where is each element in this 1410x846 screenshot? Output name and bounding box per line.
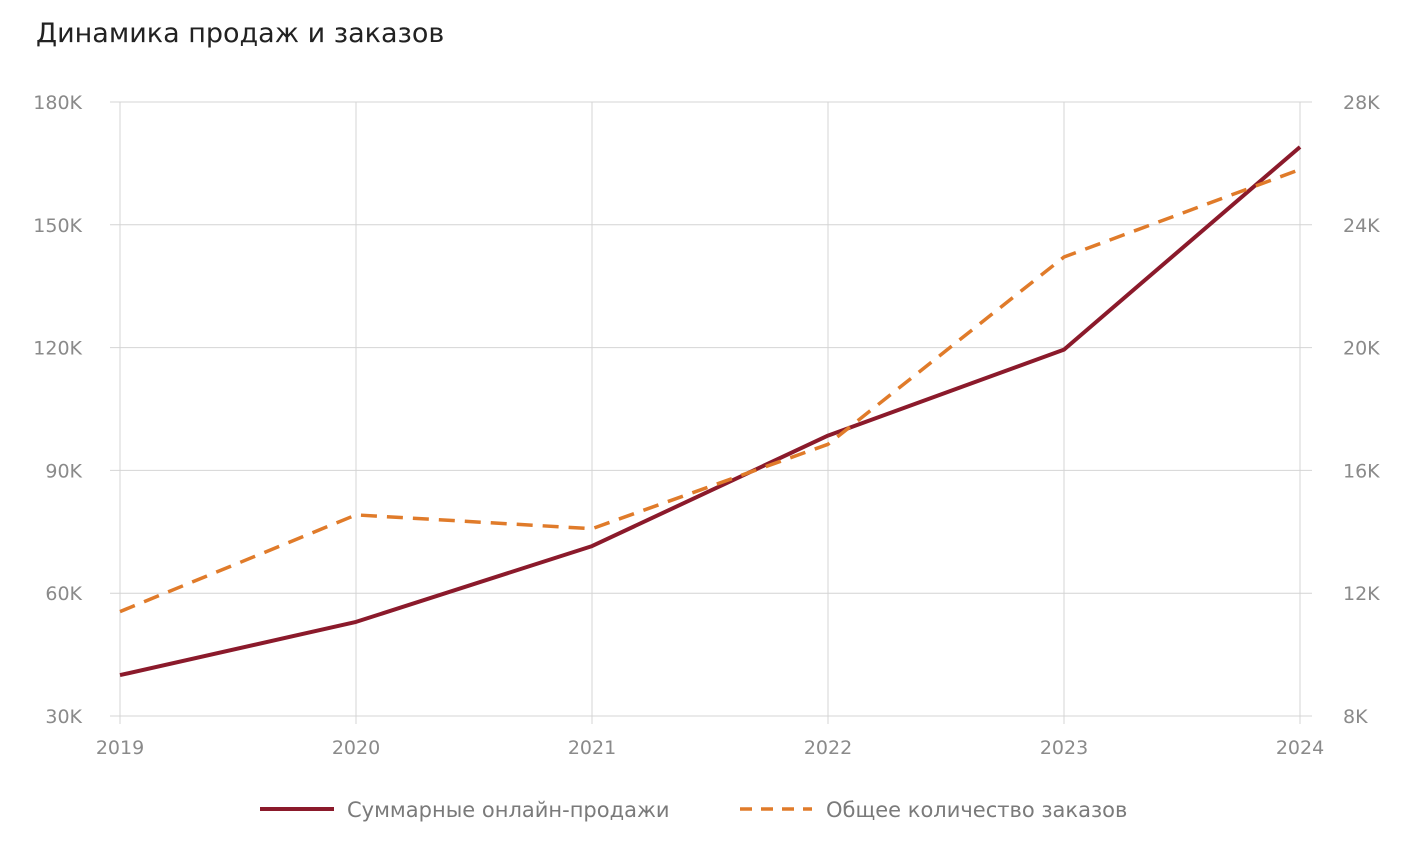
chart-title: Динамика продаж и заказов — [36, 18, 445, 49]
x-axis-ticks: 2019 2020 2021 2022 2023 2024 — [96, 737, 1324, 759]
sales-series-line — [119, 145, 1302, 678]
left-axis-ticks: 30K 60K 90K 120K 150K 180K — [33, 92, 82, 728]
orders-series-line — [119, 167, 1301, 614]
x-tick-label: 2022 — [804, 737, 852, 759]
legend-label: Общее количество заказов — [826, 798, 1127, 822]
right-tick-label: 16K — [1343, 460, 1380, 482]
left-tick-label: 60K — [45, 583, 82, 605]
right-tick-label: 28K — [1343, 92, 1380, 114]
right-tick-label: 12K — [1343, 583, 1380, 605]
legend: Суммарные онлайн-продажи Общее количество… — [260, 798, 1127, 822]
x-tick-label: 2020 — [332, 737, 380, 759]
right-axis-ticks: 8K 12K 16K 20K 24K 28K — [1343, 92, 1380, 728]
left-tick-label: 90K — [45, 460, 82, 482]
right-tick-label: 8K — [1343, 706, 1368, 728]
x-tick-label: 2023 — [1040, 737, 1088, 759]
grid — [110, 101, 1312, 724]
x-tick-label: 2021 — [568, 737, 616, 759]
left-tick-label: 180K — [33, 92, 82, 114]
x-tick-label: 2024 — [1276, 737, 1324, 759]
series-lines — [119, 145, 1302, 678]
right-tick-label: 24K — [1343, 215, 1380, 237]
right-tick-label: 20K — [1343, 338, 1380, 360]
legend-label: Суммарные онлайн-продажи — [347, 798, 670, 822]
x-tick-label: 2019 — [96, 737, 144, 759]
left-tick-label: 30K — [45, 706, 82, 728]
left-tick-label: 120K — [33, 338, 82, 360]
left-tick-label: 150K — [33, 215, 82, 237]
